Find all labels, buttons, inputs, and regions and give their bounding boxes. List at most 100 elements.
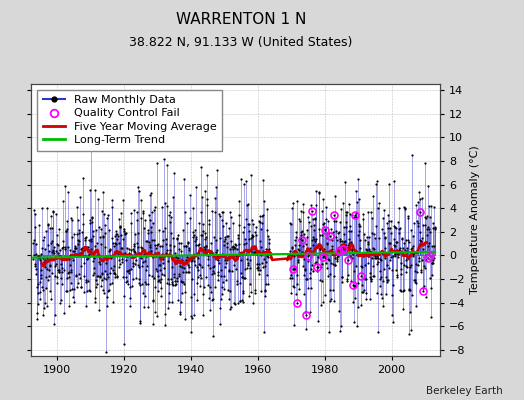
Point [225, 267, 233, 274]
Point [229, 242, 237, 249]
Point [179, 269, 187, 276]
Point [337, 238, 346, 244]
Point [258, 219, 266, 226]
Point [387, 254, 395, 260]
Point [106, 270, 115, 276]
Point [74, 271, 83, 277]
Point [108, 280, 116, 286]
Point [289, 200, 297, 206]
Point [322, 260, 331, 266]
Point [37, 251, 45, 257]
Point [335, 308, 344, 314]
Point [98, 207, 106, 214]
Point [152, 252, 160, 259]
Point [231, 240, 239, 247]
Point [370, 231, 378, 237]
Point [139, 208, 147, 214]
Point [352, 263, 360, 269]
Point [220, 273, 228, 279]
Point [214, 257, 222, 264]
Point [386, 257, 395, 263]
Point [180, 176, 188, 182]
Point [364, 238, 373, 245]
Point [332, 234, 340, 240]
Point [147, 248, 155, 254]
Point [238, 298, 247, 305]
Point [183, 239, 192, 245]
Point [145, 238, 153, 245]
Point [129, 246, 137, 252]
Point [43, 266, 51, 272]
Point [104, 212, 113, 218]
Point [69, 247, 78, 254]
Point [177, 248, 185, 254]
Point [152, 268, 161, 274]
Point [161, 225, 169, 232]
Point [149, 321, 158, 327]
Point [375, 234, 383, 241]
Point [167, 214, 175, 220]
Point [132, 257, 140, 264]
Point [405, 287, 413, 294]
Point [309, 242, 317, 249]
Point [409, 276, 418, 283]
Point [407, 227, 415, 233]
Point [248, 221, 257, 227]
Point [127, 220, 136, 226]
Point [430, 242, 438, 249]
Point [319, 221, 328, 228]
Point [219, 208, 227, 215]
Point [399, 288, 408, 295]
Point [385, 218, 393, 224]
Point [79, 253, 87, 260]
Point [168, 298, 177, 305]
Point [163, 305, 172, 311]
Point [392, 224, 400, 231]
Point [429, 256, 438, 263]
Point [353, 198, 362, 205]
Text: 38.822 N, 91.133 W (United States): 38.822 N, 91.133 W (United States) [129, 36, 353, 49]
Point [101, 268, 109, 274]
Point [224, 268, 233, 274]
Point [125, 250, 134, 256]
Point [353, 323, 361, 330]
Point [156, 266, 164, 273]
Point [54, 226, 63, 232]
Point [365, 234, 373, 240]
Point [259, 198, 268, 204]
Point [228, 252, 237, 258]
Point [34, 290, 42, 296]
Point [151, 309, 160, 315]
Point [408, 244, 416, 251]
Point [357, 263, 365, 269]
Point [163, 280, 171, 286]
Point [220, 238, 228, 245]
Point [126, 303, 134, 309]
Point [157, 204, 166, 210]
Point [170, 170, 178, 176]
Point [352, 214, 360, 220]
Point [193, 274, 202, 280]
Point [412, 302, 421, 309]
Point [219, 222, 227, 229]
Point [335, 248, 343, 255]
Point [217, 291, 226, 297]
Point [29, 236, 38, 243]
Point [321, 227, 329, 233]
Point [220, 286, 228, 292]
Point [72, 251, 80, 258]
Point [100, 211, 108, 217]
Point [308, 237, 316, 243]
Point [103, 288, 112, 294]
Point [291, 266, 299, 272]
Point [400, 204, 409, 210]
Point [398, 249, 407, 255]
Point [209, 296, 217, 302]
Point [217, 267, 225, 274]
Point [159, 260, 167, 266]
Point [230, 300, 238, 306]
Point [299, 262, 307, 269]
Point [332, 218, 341, 224]
Point [388, 248, 397, 254]
Point [57, 261, 65, 268]
